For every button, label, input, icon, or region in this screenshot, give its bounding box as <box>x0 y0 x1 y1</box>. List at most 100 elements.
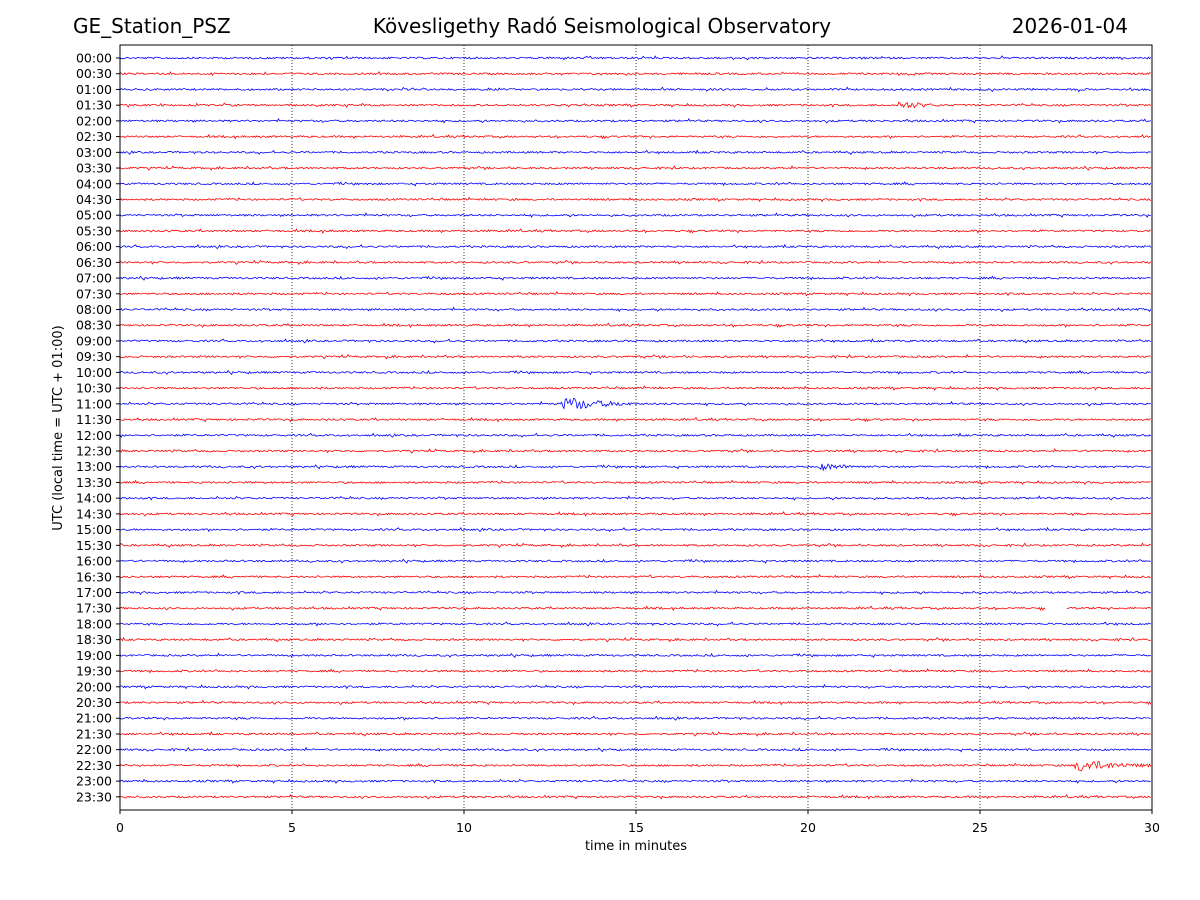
y-axis-label: UTC (local time = UTC + 01:00) <box>51 325 66 530</box>
y-tick-label: 22:00 <box>76 742 112 757</box>
y-tick-label: 11:00 <box>76 396 112 411</box>
y-tick-label: 11:30 <box>76 412 112 427</box>
trace-0700 <box>119 275 1151 281</box>
x-tick-label: 15 <box>628 820 644 835</box>
y-tick-label: 03:00 <box>76 145 112 160</box>
trace-0230 <box>119 133 1151 140</box>
y-tick-label: 14:00 <box>76 491 112 506</box>
trace-0730 <box>119 290 1152 297</box>
trace-2300 <box>119 778 1151 784</box>
y-tick-label: 17:30 <box>76 601 112 616</box>
trace-1200 <box>119 432 1152 438</box>
trace-0900 <box>119 338 1152 344</box>
y-tick-label: 07:30 <box>76 286 112 301</box>
x-tick-label: 10 <box>456 820 472 835</box>
x-axis-label: time in minutes <box>585 839 687 854</box>
y-tick-label: 05:00 <box>76 208 112 223</box>
y-tick-label: 20:30 <box>76 695 112 710</box>
trace-0100 <box>119 86 1151 93</box>
trace-0430 <box>119 196 1152 203</box>
y-tick-label: 10:30 <box>76 381 112 396</box>
trace-2100 <box>119 715 1151 721</box>
trace-0800 <box>119 306 1152 313</box>
trace-1830 <box>119 636 1151 643</box>
trace-1330 <box>119 479 1151 486</box>
trace-0530 <box>119 228 1151 234</box>
x-tick-label: 30 <box>1144 820 1160 835</box>
x-tick-label: 0 <box>116 820 124 835</box>
y-tick-label: 00:30 <box>76 66 112 81</box>
y-tick-label: 22:30 <box>76 758 112 773</box>
trace-0830 <box>119 322 1151 329</box>
station-code: GE_Station_PSZ <box>73 14 231 38</box>
y-tick-label: 23:30 <box>76 789 112 804</box>
trace-1630 <box>119 573 1151 580</box>
y-tick-label: 01:30 <box>76 98 112 113</box>
trace-2130 <box>119 731 1151 737</box>
trace-2030 <box>119 699 1152 706</box>
y-tick-label: 04:00 <box>76 176 112 191</box>
trace-0300 <box>119 149 1151 155</box>
trace-2230 <box>119 761 1152 772</box>
trace-1400 <box>119 495 1151 501</box>
y-tick-label: 21:30 <box>76 726 112 741</box>
trace-1800 <box>119 621 1151 627</box>
grid-lines <box>291 45 981 810</box>
trace-0200 <box>119 117 1151 124</box>
y-tick-label: 08:30 <box>76 318 112 333</box>
x-tick-label: 20 <box>800 820 816 835</box>
trace-1600 <box>119 558 1151 564</box>
trace-group <box>119 55 1152 800</box>
y-tick-label: 05:30 <box>76 223 112 238</box>
trace-0330 <box>119 165 1152 171</box>
y-tick-label: 07:00 <box>76 271 112 286</box>
y-tick-label: 09:30 <box>76 349 112 364</box>
chart-title: Kövesligethy Radó Seismological Observat… <box>372 14 832 38</box>
y-tick-label: 13:00 <box>76 459 112 474</box>
y-tick-label: 19:00 <box>76 648 112 663</box>
y-tick-label: 19:30 <box>76 664 112 679</box>
trace-1030 <box>119 385 1151 391</box>
x-tick-labels: 0 5 10 15 20 25 30 <box>116 810 1160 835</box>
y-tick-label: 18:30 <box>76 632 112 647</box>
trace-1930 <box>119 668 1152 674</box>
y-tick-labels: 00:0000:3001:0001:3002:0002:3003:0003:30… <box>76 51 120 804</box>
trace-0400 <box>119 181 1152 187</box>
trace-1230 <box>119 448 1152 454</box>
trace-1900 <box>119 652 1151 659</box>
trace-1700 <box>119 589 1151 596</box>
y-tick-label: 09:00 <box>76 333 112 348</box>
trace-1430 <box>119 511 1151 517</box>
x-tick-label: 5 <box>288 820 296 835</box>
trace-0600 <box>119 243 1152 250</box>
y-tick-label: 17:00 <box>76 585 112 600</box>
y-tick-label: 12:00 <box>76 428 112 443</box>
trace-0000 <box>119 55 1152 61</box>
y-tick-label: 02:30 <box>76 129 112 144</box>
trace-2200 <box>119 746 1151 753</box>
y-tick-label: 14:30 <box>76 506 112 521</box>
trace-1530 <box>119 542 1151 549</box>
trace-0500 <box>119 212 1151 219</box>
y-tick-label: 18:00 <box>76 616 112 631</box>
y-tick-label: 06:30 <box>76 255 112 270</box>
y-tick-label: 00:00 <box>76 51 112 66</box>
trace-1730 <box>119 605 1152 612</box>
x-tick-label: 25 <box>972 820 988 835</box>
y-tick-label: 13:30 <box>76 475 112 490</box>
y-tick-label: 23:00 <box>76 774 112 789</box>
y-tick-label: 08:00 <box>76 302 112 317</box>
trace-1500 <box>119 526 1152 533</box>
trace-2330 <box>119 793 1151 800</box>
y-tick-label: 01:00 <box>76 82 112 97</box>
trace-1100 <box>119 397 1151 410</box>
y-tick-label: 10:00 <box>76 365 112 380</box>
y-tick-label: 03:30 <box>76 161 112 176</box>
y-tick-label: 21:00 <box>76 711 112 726</box>
trace-1000 <box>119 369 1151 376</box>
y-tick-label: 16:30 <box>76 569 112 584</box>
trace-0130 <box>119 101 1152 109</box>
y-tick-label: 12:30 <box>76 444 112 459</box>
trace-0930 <box>119 353 1151 360</box>
